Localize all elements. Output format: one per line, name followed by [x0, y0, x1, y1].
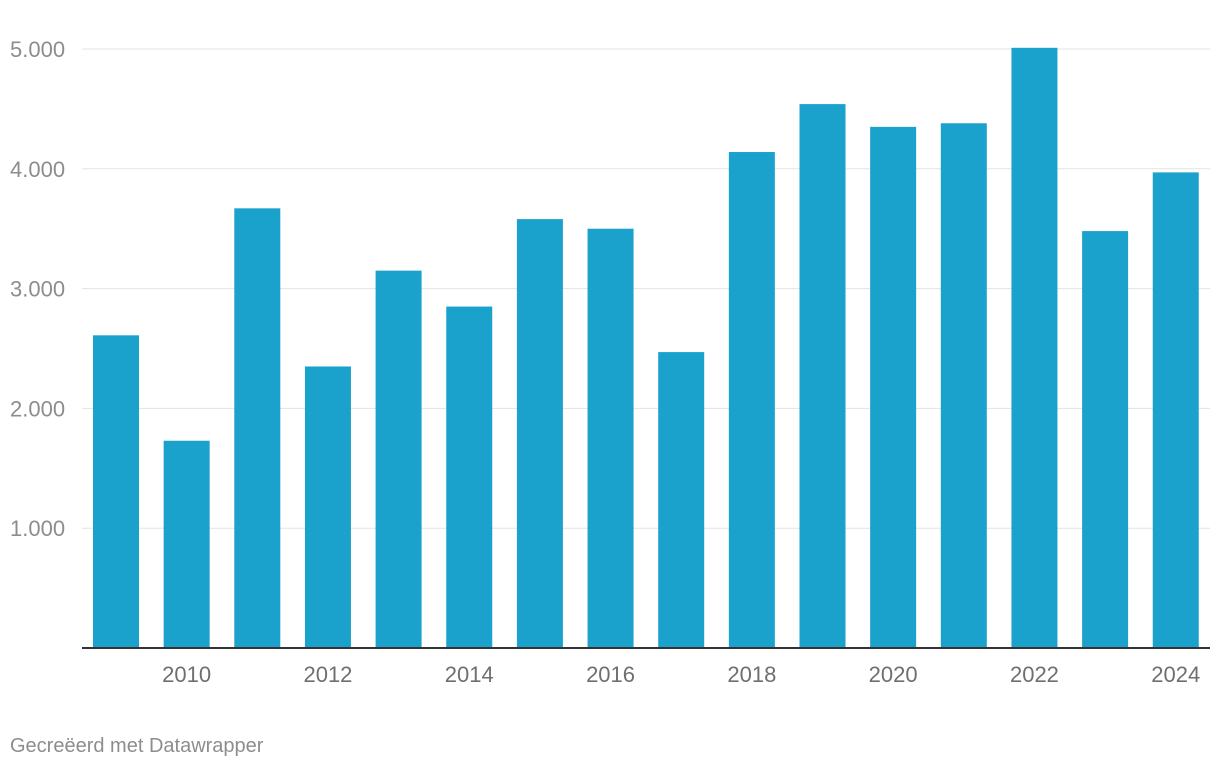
- x-tick-label-2016: 2016: [586, 662, 635, 687]
- bar-2021: [940, 123, 987, 648]
- bar-2011: [234, 208, 281, 649]
- bar-2013: [375, 270, 422, 648]
- bar-2016: [587, 228, 634, 648]
- y-tick-label: 4.000: [10, 157, 65, 182]
- y-tick-label: 3.000: [10, 277, 65, 302]
- x-tick-label-2014: 2014: [445, 662, 494, 687]
- bar-2024: [1152, 172, 1199, 649]
- x-tick-label-2020: 2020: [869, 662, 918, 687]
- bar-2023: [1082, 231, 1129, 648]
- bar-2012: [304, 366, 351, 648]
- bar-2010: [163, 440, 210, 648]
- x-tick-label-2022: 2022: [1010, 662, 1059, 687]
- bar-2018: [728, 152, 775, 648]
- bar-2009: [93, 335, 139, 648]
- axes: 2010 2012 2014 2016 2018 2020 2022 2024: [82, 647, 1210, 687]
- x-tick-label-2024: 2024: [1151, 662, 1200, 687]
- x-tick-label-2012: 2012: [303, 662, 352, 687]
- bar-2022: [1011, 47, 1058, 648]
- y-tick-label: 2.000: [10, 396, 65, 421]
- bar-2019: [799, 104, 846, 648]
- y-tick-label: 5.000: [10, 37, 65, 62]
- y-tick-label: 1.000: [10, 516, 65, 541]
- bar-2015: [516, 219, 563, 648]
- bars: [93, 47, 1199, 649]
- bar-2017: [658, 352, 705, 648]
- bar-2020: [870, 126, 917, 649]
- datawrapper-credit: Gecreëerd met Datawrapper: [10, 735, 264, 757]
- x-tick-label-2010: 2010: [162, 662, 211, 687]
- bar-2014: [446, 306, 493, 648]
- x-tick-label-2018: 2018: [727, 662, 776, 687]
